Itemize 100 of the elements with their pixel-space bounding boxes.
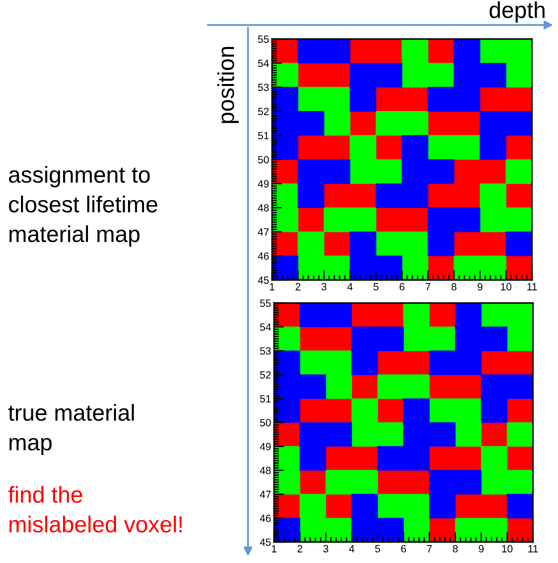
point xyxy=(506,350,533,375)
point xyxy=(403,374,430,399)
y-tick-label: 46 xyxy=(258,252,269,260)
point xyxy=(455,422,482,447)
point xyxy=(506,39,532,64)
point xyxy=(403,326,430,352)
x-tick-label: 3 xyxy=(323,545,328,552)
y-tick-label: 52 xyxy=(260,371,271,379)
x-tick-label: 6 xyxy=(400,283,404,290)
point xyxy=(403,470,430,494)
y-tick-label: 46 xyxy=(260,514,271,522)
point xyxy=(274,398,300,423)
point xyxy=(298,183,324,208)
point xyxy=(506,398,533,423)
text: true material map xyxy=(8,404,134,456)
point xyxy=(402,183,428,208)
y-axis-title: position xyxy=(217,46,239,124)
point xyxy=(300,326,326,352)
point xyxy=(480,494,508,518)
x-tick-label: 8 xyxy=(452,545,458,552)
x-tick-label: 1 xyxy=(272,545,276,552)
point xyxy=(480,398,508,423)
point xyxy=(326,350,352,375)
point xyxy=(351,303,378,328)
point xyxy=(506,518,533,542)
point xyxy=(428,135,454,160)
x-tick-label: 2 xyxy=(298,545,302,552)
x-tick-label: 4 xyxy=(349,545,354,552)
point xyxy=(350,207,376,232)
point xyxy=(300,350,326,375)
point xyxy=(428,207,454,232)
point xyxy=(428,111,454,136)
point xyxy=(351,422,378,447)
point xyxy=(402,62,428,88)
point xyxy=(350,159,376,184)
y-tick-label: 45 xyxy=(258,276,269,284)
point xyxy=(429,398,456,423)
point xyxy=(506,183,532,208)
point xyxy=(377,374,404,399)
point xyxy=(350,232,376,256)
point xyxy=(506,256,532,280)
point xyxy=(377,303,404,328)
point xyxy=(402,86,428,112)
point xyxy=(326,494,352,518)
y-tick-label: 53 xyxy=(258,84,269,92)
x-tick-label: 5 xyxy=(375,545,380,552)
point xyxy=(429,518,456,542)
point xyxy=(351,350,378,375)
point xyxy=(506,470,533,494)
x-tick-label: 8 xyxy=(452,283,456,290)
text: find the mislabeled voxel! xyxy=(8,486,182,532)
point xyxy=(351,326,378,352)
point xyxy=(403,422,430,447)
point xyxy=(454,232,480,256)
point xyxy=(429,422,456,447)
point xyxy=(506,159,532,184)
y-tick-label: 55 xyxy=(258,36,269,43)
point xyxy=(324,159,350,184)
point xyxy=(454,135,480,160)
point xyxy=(403,518,430,542)
point xyxy=(376,207,402,232)
point xyxy=(350,62,376,88)
point xyxy=(274,470,300,494)
point xyxy=(376,39,402,64)
point xyxy=(324,232,350,256)
x-tick-label: 5 xyxy=(374,283,378,290)
point xyxy=(351,494,378,518)
x-tick-label: 11 xyxy=(528,545,538,552)
point xyxy=(428,39,454,64)
point xyxy=(351,398,378,423)
point xyxy=(480,256,506,280)
point xyxy=(377,326,404,352)
point xyxy=(454,39,480,64)
point xyxy=(377,446,404,471)
text: assignment to closest lifetime material map xyxy=(8,166,158,247)
x-tick-label: 4 xyxy=(347,283,353,290)
point xyxy=(454,86,480,112)
x-tick-label: 7 xyxy=(426,283,430,290)
point xyxy=(428,62,454,88)
point xyxy=(506,232,532,256)
point xyxy=(506,422,533,447)
point xyxy=(480,62,506,88)
point xyxy=(298,232,324,256)
point xyxy=(506,446,533,471)
point xyxy=(376,159,402,184)
point xyxy=(298,62,324,88)
x-axis-title: depth xyxy=(490,1,545,23)
point xyxy=(506,326,533,352)
y-tick-label: 49 xyxy=(258,180,269,188)
point xyxy=(326,518,352,542)
point xyxy=(298,135,324,160)
y-tick-label: 55 xyxy=(260,300,271,307)
point xyxy=(429,350,456,375)
point xyxy=(350,86,376,112)
y-tick-label: 51 xyxy=(258,132,269,140)
point xyxy=(326,422,352,447)
point xyxy=(377,350,404,375)
point xyxy=(376,62,402,88)
point xyxy=(324,207,350,232)
point xyxy=(480,422,508,447)
